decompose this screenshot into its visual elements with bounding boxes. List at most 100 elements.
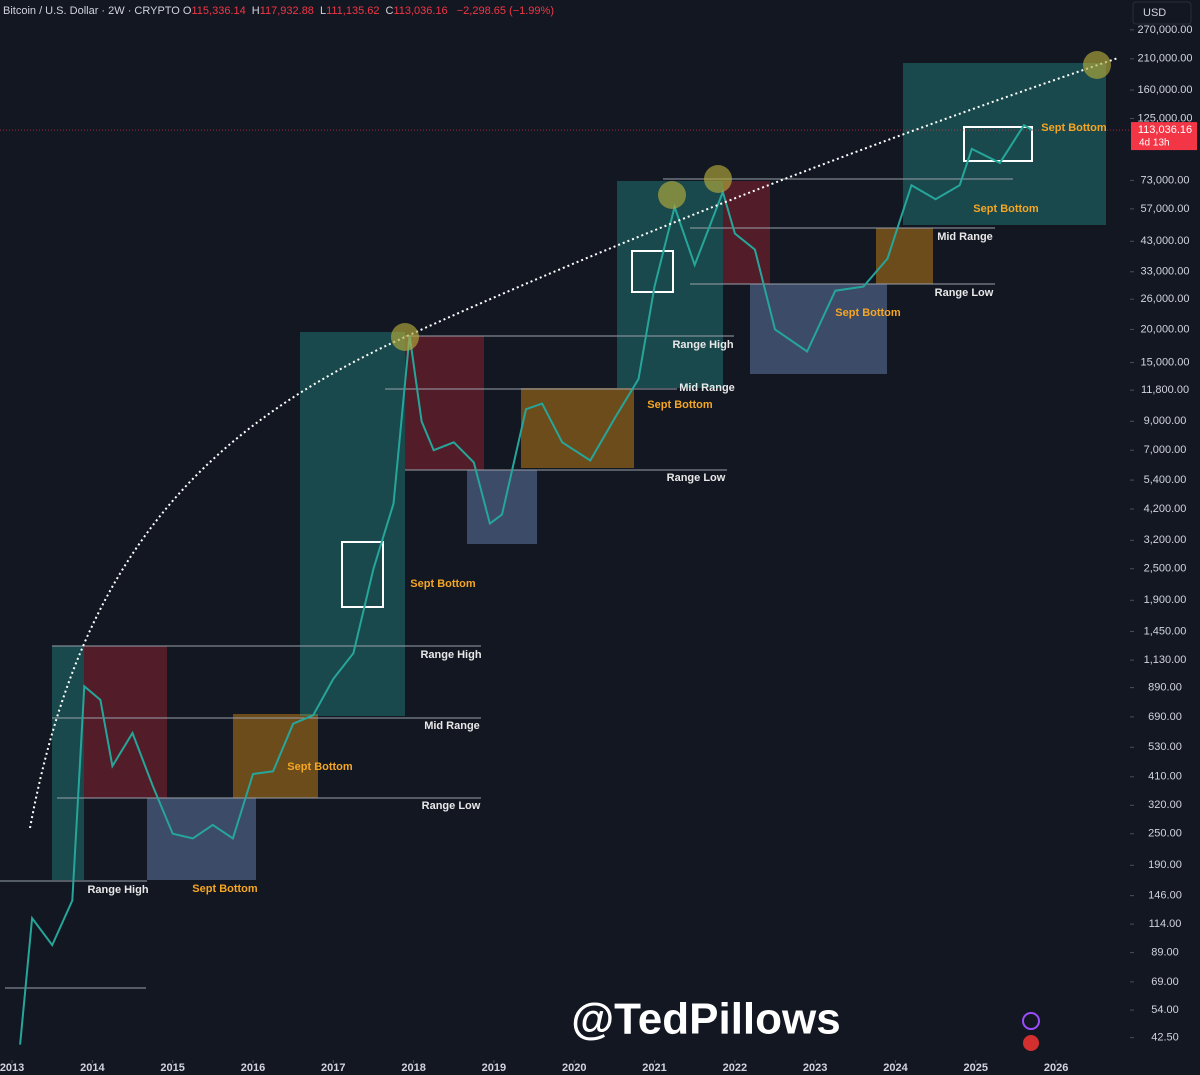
y-tick-label: 890.00 (1148, 681, 1182, 693)
price-axis: 42.50 54.00 69.00 89.00 114.00 146.00 190.00 25… (0, 24, 1197, 1074)
y-tick-label: 4,200.00 (1144, 503, 1187, 515)
highlight-box (631, 250, 674, 293)
y-tick-label: 15,000.00 (1141, 356, 1190, 368)
y-tick-label: 73,000.00 (1141, 174, 1190, 186)
x-tick-label: 2017 (321, 1062, 345, 1074)
ohlc-value: 111,135.62 (326, 5, 380, 17)
y-tick-label: 7,000.00 (1144, 444, 1187, 456)
y-tick-label: 530.00 (1148, 741, 1182, 753)
annotation: Sept Bottom (410, 578, 476, 590)
symbol: Bitcoin / U.S. Dollar · 2W · CRYPTO (3, 5, 180, 17)
annotation: Mid Range (937, 231, 993, 243)
annotation: Range High (420, 649, 481, 661)
y-tick-label: 270,000.00 (1137, 24, 1192, 36)
x-tick-label: 2018 (401, 1062, 425, 1074)
annotation: Mid Range (424, 720, 480, 732)
touch-point (1083, 51, 1111, 79)
y-tick-label: 42.50 (1151, 1032, 1179, 1044)
header: Bitcoin / U.S. Dollar · 2W · CRYPTO O115… (3, 5, 560, 17)
watermark: @TedPillows (571, 995, 840, 1044)
y-tick-label: 190.00 (1148, 859, 1182, 871)
x-tick-label: 2022 (723, 1062, 747, 1074)
annotation: Range High (672, 339, 733, 351)
y-tick-label: 5,400.00 (1144, 474, 1187, 486)
highlight-box (341, 541, 384, 608)
zone (467, 470, 537, 544)
y-tick-label: 250.00 (1148, 828, 1182, 840)
y-tick-label: 54.00 (1151, 1004, 1179, 1016)
annotation: Sept Bottom (1041, 122, 1107, 134)
annotation: Range Low (935, 287, 994, 299)
annotation: Sept Bottom (192, 883, 258, 895)
x-tick-label: 2021 (642, 1062, 666, 1074)
zone (233, 714, 318, 798)
ohlc-label: O (182, 5, 192, 17)
y-tick-label: 320.00 (1148, 799, 1182, 811)
x-tick-label: 2015 (160, 1062, 184, 1074)
ohlc: O115,336.14 H117,932.88 L111,135.62 C113,03… (183, 5, 454, 17)
annotation: Range Low (422, 800, 481, 812)
zone (405, 336, 484, 470)
y-tick-label: 9,000.00 (1144, 415, 1187, 427)
ohlc-value: 117,932.88 (259, 5, 314, 17)
zone (84, 646, 167, 798)
y-tick-label: 43,000.00 (1141, 235, 1190, 247)
touch-point (704, 165, 732, 193)
zone (300, 332, 405, 716)
countdown: 4d 13h (1139, 138, 1170, 149)
y-tick-label: 2,500.00 (1144, 563, 1187, 575)
y-tick-label: 410.00 (1148, 771, 1182, 783)
x-tick-label: 2024 (883, 1062, 908, 1074)
y-tick-label: 11,800.00 (1141, 384, 1189, 396)
y-tick-label: 3,200.00 (1144, 534, 1187, 546)
annotation-layer (0, 63, 1106, 989)
y-tick-label: 210,000.00 (1137, 53, 1192, 65)
x-tick-label: 2026 (1044, 1062, 1068, 1074)
touch-points (391, 51, 1111, 351)
currency-box (1132, 1, 1192, 25)
x-tick-label: 2025 (964, 1062, 988, 1074)
ohlc-label: H (251, 5, 260, 17)
touch-point (391, 323, 419, 351)
y-tick-label: 146.00 (1148, 890, 1182, 902)
y-tick-label: 1,130.00 (1144, 654, 1187, 666)
y-tick-label: 89.00 (1151, 946, 1179, 958)
x-tick-label: 2019 (482, 1062, 506, 1074)
ohlc-label: C (385, 5, 394, 17)
y-tick-label: 1,900.00 (1144, 594, 1187, 606)
zone (723, 181, 770, 284)
y-tick-label: 1,450.00 (1144, 625, 1187, 637)
annotation: Sept Bottom (287, 761, 353, 773)
change: −2,298.65 (−1.99%) (456, 5, 554, 17)
zone (521, 388, 634, 468)
last-price-label: 113,036.16 (1138, 124, 1192, 136)
last-price-box (1131, 122, 1197, 151)
x-tick-label: 2013 (0, 1062, 24, 1074)
zone (903, 63, 1106, 225)
plot (0, 123, 1130, 1045)
annotation: Sept Bottom (647, 399, 713, 411)
zone (52, 646, 84, 880)
touch-point (658, 181, 686, 209)
y-tick-label: 69.00 (1151, 976, 1179, 988)
x-tick-label: 2014 (80, 1062, 105, 1074)
x-tick-label: 2020 (562, 1062, 586, 1074)
y-tick-label: 57,000.00 (1141, 203, 1190, 215)
price-line (19, 123, 1033, 1045)
overlay: Range High Sept Bottom Sept Bottom Range Hi… (29, 51, 1119, 896)
y-tick-label: 33,000.00 (1141, 266, 1190, 278)
icon (1023, 1035, 1039, 1051)
ohlc-value: 115,336.14 (191, 5, 246, 17)
annotation: Range Low (667, 472, 726, 484)
ohlc-label: L (319, 5, 327, 17)
ohlc-value: 113,036.16 (393, 5, 448, 17)
x-tick-label: 2023 (803, 1062, 827, 1074)
zone (147, 798, 256, 880)
annotation: Sept Bottom (973, 203, 1039, 215)
annotation: Mid Range (679, 382, 735, 394)
y-tick-label: 114.00 (1149, 918, 1182, 930)
annotation: Sept Bottom (835, 307, 901, 319)
y-tick-label: 26,000.00 (1141, 293, 1190, 305)
